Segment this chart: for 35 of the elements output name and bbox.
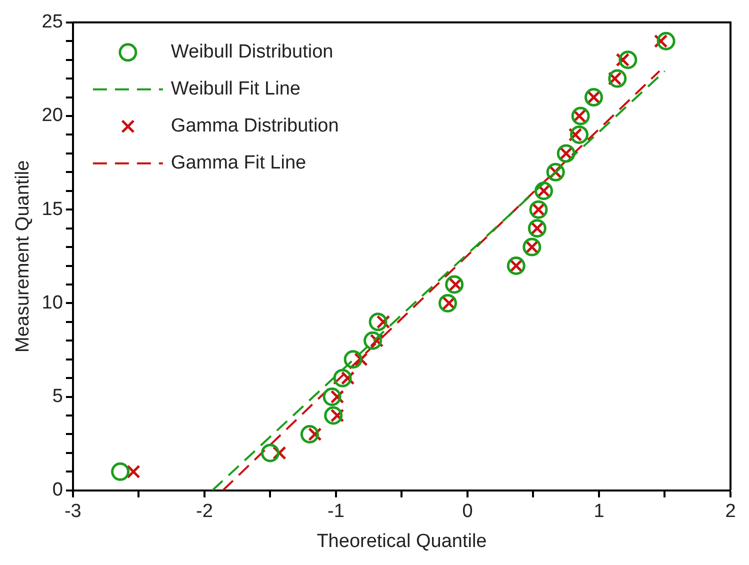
point <box>445 275 464 294</box>
point <box>364 331 382 350</box>
y-tick-label: 0 <box>52 480 63 501</box>
x-tick-label: -3 <box>64 501 82 522</box>
legend-label: Weibull Fit Line <box>170 78 300 100</box>
legend-label: Weibull Distribution <box>170 42 334 63</box>
point <box>333 368 352 388</box>
y-tick-label: 5 <box>52 386 63 408</box>
point <box>322 388 342 406</box>
x-tick-label: -1 <box>328 501 344 522</box>
legend-label: Gamma Fit Line <box>170 152 306 174</box>
x-tick-label: 2 <box>725 501 736 522</box>
point <box>260 444 280 462</box>
x-tick-label: 0 <box>462 501 473 522</box>
x-tick-label: 1 <box>594 501 604 522</box>
point <box>571 106 590 126</box>
x-axis-title: Theoretical Quantile <box>316 530 487 552</box>
point <box>300 424 319 444</box>
point <box>438 294 457 312</box>
point <box>656 32 676 50</box>
point <box>324 406 343 425</box>
point <box>570 125 589 144</box>
y-axis-title: Measurement Quantile <box>12 160 34 353</box>
point <box>368 312 388 332</box>
point <box>111 462 130 481</box>
point <box>618 50 638 70</box>
y-tick-label: 20 <box>42 105 63 126</box>
x-tick-label: -2 <box>196 501 213 522</box>
y-tick-label: 10 <box>42 292 63 314</box>
point <box>344 350 362 369</box>
point <box>608 69 627 88</box>
y-tick-label: 25 <box>42 12 63 33</box>
point <box>126 464 140 479</box>
legend-label: Gamma Distribution <box>170 116 339 137</box>
y-tick-label: 15 <box>42 198 63 220</box>
